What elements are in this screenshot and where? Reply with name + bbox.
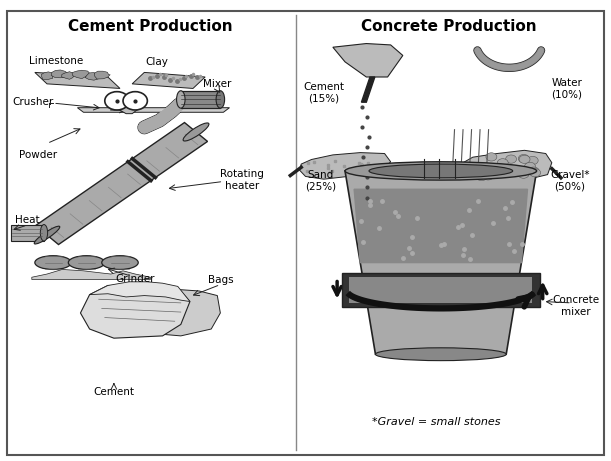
Text: Concrete
mixer: Concrete mixer — [552, 296, 600, 317]
Ellipse shape — [345, 162, 536, 180]
Polygon shape — [459, 150, 552, 183]
Polygon shape — [333, 43, 403, 77]
Polygon shape — [35, 123, 208, 244]
Circle shape — [476, 165, 487, 173]
Polygon shape — [108, 102, 147, 114]
Text: Mixer: Mixer — [203, 79, 232, 89]
Circle shape — [528, 167, 539, 175]
Polygon shape — [78, 108, 230, 112]
Ellipse shape — [375, 348, 506, 361]
Polygon shape — [42, 72, 55, 79]
Circle shape — [105, 92, 129, 110]
Circle shape — [480, 171, 491, 179]
Circle shape — [483, 171, 494, 180]
Text: Bags: Bags — [208, 275, 233, 285]
Text: Grinder: Grinder — [115, 274, 155, 284]
Polygon shape — [32, 269, 150, 279]
Text: Crusher: Crusher — [12, 97, 54, 107]
Circle shape — [460, 163, 471, 171]
Polygon shape — [354, 189, 527, 263]
Text: Cement: Cement — [93, 387, 134, 397]
Circle shape — [476, 172, 487, 181]
FancyBboxPatch shape — [342, 273, 540, 307]
Text: Gravel*
(50%): Gravel* (50%) — [551, 170, 590, 192]
FancyBboxPatch shape — [10, 225, 44, 241]
Circle shape — [527, 156, 538, 165]
Circle shape — [497, 159, 508, 167]
Circle shape — [518, 170, 529, 178]
Text: Clay: Clay — [145, 57, 168, 67]
Polygon shape — [81, 285, 190, 338]
Text: Sand
(25%): Sand (25%) — [305, 170, 336, 192]
Circle shape — [530, 169, 541, 177]
Ellipse shape — [102, 256, 138, 269]
Ellipse shape — [34, 226, 60, 244]
Polygon shape — [299, 153, 390, 179]
Text: Concrete Production: Concrete Production — [360, 19, 536, 34]
Polygon shape — [90, 282, 190, 301]
Polygon shape — [362, 77, 375, 102]
Circle shape — [506, 155, 516, 163]
Ellipse shape — [68, 256, 105, 269]
Polygon shape — [51, 70, 68, 78]
Circle shape — [519, 155, 530, 164]
Text: Water
(10%): Water (10%) — [552, 77, 582, 99]
Text: Rotating
heater: Rotating heater — [220, 169, 263, 191]
Circle shape — [123, 92, 147, 110]
Polygon shape — [62, 72, 75, 79]
FancyBboxPatch shape — [181, 91, 221, 108]
Ellipse shape — [177, 91, 185, 108]
Polygon shape — [94, 71, 110, 79]
Polygon shape — [132, 288, 221, 336]
Ellipse shape — [40, 225, 48, 241]
Ellipse shape — [183, 123, 209, 141]
FancyBboxPatch shape — [349, 278, 532, 303]
Circle shape — [496, 167, 507, 176]
Circle shape — [486, 153, 497, 161]
Polygon shape — [85, 72, 100, 80]
Text: Cement Production: Cement Production — [68, 19, 233, 34]
FancyBboxPatch shape — [7, 11, 604, 455]
Circle shape — [524, 162, 535, 171]
Text: Powder: Powder — [19, 150, 57, 160]
Text: Heat: Heat — [15, 215, 40, 225]
Circle shape — [468, 167, 479, 175]
Text: Cement
(15%): Cement (15%) — [303, 82, 344, 104]
Circle shape — [518, 154, 529, 163]
Polygon shape — [132, 72, 205, 89]
Polygon shape — [72, 70, 90, 78]
Polygon shape — [345, 171, 536, 354]
Ellipse shape — [369, 164, 513, 178]
Ellipse shape — [35, 256, 71, 269]
Polygon shape — [35, 72, 120, 89]
Text: *Gravel = small stones: *Gravel = small stones — [372, 417, 500, 427]
Circle shape — [490, 169, 501, 177]
Ellipse shape — [216, 91, 225, 108]
Text: Limestone: Limestone — [29, 56, 83, 66]
